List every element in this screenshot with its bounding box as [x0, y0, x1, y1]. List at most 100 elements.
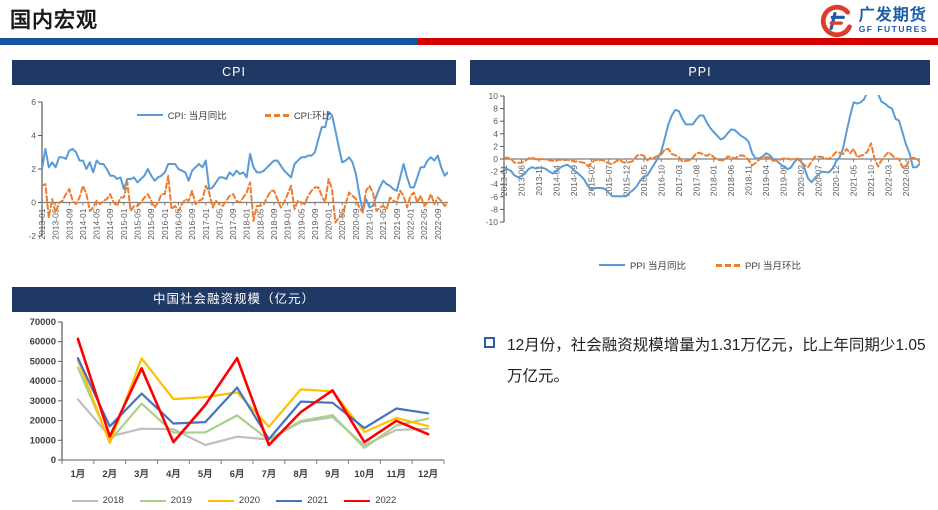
svg-text:2016-10: 2016-10 [656, 165, 666, 196]
svg-text:2018-01: 2018-01 [242, 208, 252, 239]
legend-line-swatch [136, 114, 163, 116]
svg-text:10: 10 [489, 91, 499, 101]
svg-text:3月: 3月 [134, 469, 149, 480]
svg-text:2013-01: 2013-01 [37, 208, 47, 239]
svg-text:2015-12: 2015-12 [621, 165, 631, 196]
svg-text:2018-11: 2018-11 [744, 165, 754, 196]
svg-text:2021-05: 2021-05 [849, 165, 859, 196]
svg-text:2016-09: 2016-09 [187, 208, 197, 239]
socfin-chart: 2018 2019 2020 2021 2022 0 10000 20000 30000 400… [12, 316, 456, 506]
note-block: 12月份，社会融资规模增量为1.31万亿元，比上年同期少1.05万亿元。 [484, 330, 930, 392]
svg-text:2018-01: 2018-01 [709, 165, 719, 196]
svg-text:2020-12: 2020-12 [831, 165, 841, 196]
note-text: 12月份，社会融资规模增量为1.31万亿元，比上年同期少1.05万亿元。 [507, 337, 926, 385]
svg-text:2016-05: 2016-05 [173, 208, 183, 239]
svg-text:2013-11: 2013-11 [534, 165, 544, 196]
svg-text:8月: 8月 [293, 469, 308, 480]
svg-text:2022-03: 2022-03 [884, 165, 894, 196]
svg-text:20000: 20000 [30, 416, 56, 427]
svg-text:0: 0 [31, 198, 36, 208]
socfin-panel-title: 中国社会融资规模（亿元） [12, 287, 456, 312]
svg-text:4月: 4月 [166, 469, 181, 480]
svg-text:-4: -4 [490, 179, 498, 189]
svg-text:2019-01: 2019-01 [283, 208, 293, 239]
svg-text:2014-05: 2014-05 [92, 208, 102, 239]
svg-text:2013-01: 2013-01 [499, 165, 509, 196]
header-rule-red [418, 38, 938, 45]
logo-company-subname: GF FUTURES [858, 23, 928, 34]
svg-text:2014-09: 2014-09 [569, 165, 579, 196]
svg-text:2019-09: 2019-09 [779, 165, 789, 196]
cpi-chart: CPI: 当月同比 CPI:环比 -2 0 2 4 6 2013-01 2013-05 2013… [12, 88, 456, 282]
svg-text:60000: 60000 [30, 337, 56, 348]
svg-text:2020-07: 2020-07 [814, 165, 824, 196]
svg-text:-10: -10 [486, 217, 499, 227]
svg-text:-6: -6 [490, 192, 498, 202]
svg-text:-8: -8 [490, 204, 498, 214]
legend-line-swatch [207, 499, 234, 502]
legend-label: CPI:环比 [293, 111, 332, 122]
svg-text:2017-05: 2017-05 [214, 208, 224, 239]
svg-text:2019-04: 2019-04 [761, 165, 771, 196]
legend-label: 2018 [102, 495, 124, 506]
svg-text:2018-06: 2018-06 [726, 165, 736, 196]
svg-text:2013-09: 2013-09 [64, 208, 74, 239]
svg-text:5月: 5月 [198, 469, 213, 480]
svg-text:10月: 10月 [354, 469, 374, 480]
ppi-legend: PPI 当月同比 PPI 当月环比 [470, 258, 930, 272]
legend-line-swatch [276, 499, 303, 502]
svg-text:2: 2 [31, 164, 36, 174]
legend-label: CPI: 当月同比 [167, 111, 227, 122]
svg-text:0: 0 [493, 154, 498, 164]
svg-text:-2: -2 [490, 167, 498, 177]
header-rule-blue [0, 38, 418, 45]
svg-text:2016-01: 2016-01 [160, 208, 170, 239]
legend-item: PPI 当月环比 [716, 258, 801, 272]
legend-label: 2021 [307, 495, 329, 506]
svg-text:2014-09: 2014-09 [105, 208, 115, 239]
svg-text:2019-09: 2019-09 [310, 208, 320, 239]
svg-text:2014-01: 2014-01 [78, 208, 88, 239]
svg-text:12月: 12月 [418, 469, 438, 480]
cpi-legend: CPI: 当月同比 CPI:环比 [12, 108, 456, 122]
legend-line-swatch [344, 499, 371, 502]
legend-item: PPI 当月同比 [599, 258, 686, 272]
legend-item: 2021 [276, 495, 328, 506]
svg-text:70000: 70000 [30, 317, 56, 328]
ppi-panel-title: PPI [470, 60, 930, 85]
svg-text:2021-09: 2021-09 [392, 208, 402, 239]
legend-line-swatch [599, 264, 626, 266]
svg-text:1月: 1月 [71, 469, 86, 480]
gf-futures-logo-icon [820, 4, 853, 38]
legend-item: 2019 [139, 495, 192, 506]
svg-text:2016-05: 2016-05 [639, 165, 649, 196]
svg-text:30000: 30000 [30, 396, 56, 407]
legend-line-swatch [139, 499, 166, 502]
svg-text:2013-05: 2013-05 [51, 208, 61, 239]
square-bullet-icon [484, 337, 495, 348]
svg-text:2015-09: 2015-09 [146, 208, 156, 239]
svg-text:2015-02: 2015-02 [586, 165, 596, 196]
legend-line-swatch [716, 263, 740, 267]
svg-text:2022-09: 2022-09 [433, 208, 443, 239]
svg-text:-2: -2 [28, 231, 36, 241]
svg-text:2020-02: 2020-02 [796, 165, 806, 196]
svg-text:6月: 6月 [230, 469, 245, 480]
svg-text:2022-05: 2022-05 [419, 208, 429, 239]
gf-futures-logo: 广发期货 GF FUTURES [819, 3, 928, 39]
svg-text:2015-07: 2015-07 [604, 165, 614, 196]
svg-text:11月: 11月 [386, 469, 406, 480]
svg-text:2017-03: 2017-03 [674, 165, 684, 196]
legend-label: PPI 当月环比 [745, 261, 801, 272]
legend-label: 2022 [375, 495, 397, 506]
legend-line-swatch [264, 113, 289, 117]
legend-label: 2019 [170, 495, 192, 506]
ppi-chart: PPI 当月同比 PPI 当月环比 -10 -8 -6 -4 -2 0 2 4 6 8 10 2013-… [470, 88, 930, 284]
svg-text:2018-09: 2018-09 [269, 208, 279, 239]
svg-text:2: 2 [493, 141, 498, 151]
svg-text:2021-10: 2021-10 [866, 165, 876, 196]
legend-item: 2022 [344, 495, 396, 506]
svg-text:2017-08: 2017-08 [691, 165, 701, 196]
svg-text:2月: 2月 [102, 469, 117, 480]
